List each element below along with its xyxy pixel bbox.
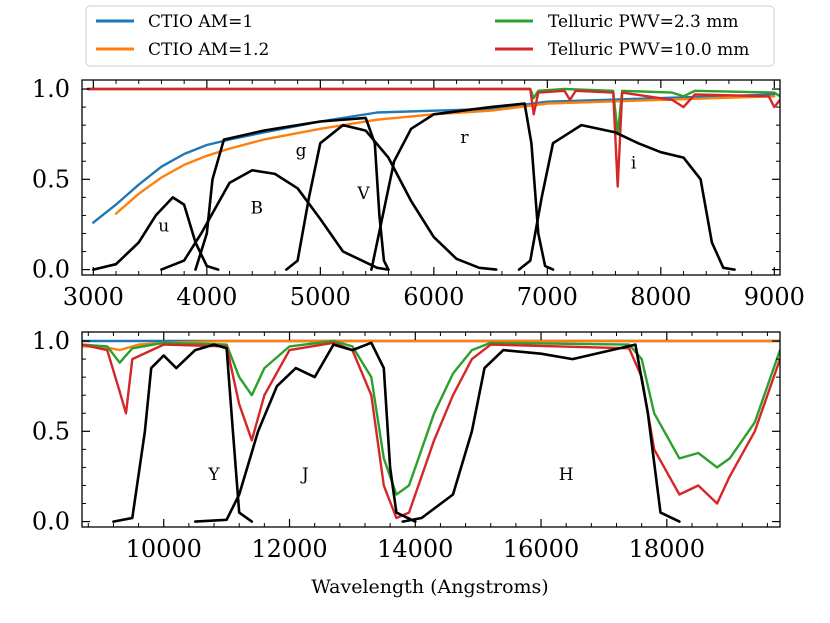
axes-frame xyxy=(81,331,781,528)
series-group xyxy=(86,87,780,271)
series-line-j xyxy=(193,341,417,523)
x-tick-label: 6000 xyxy=(403,283,464,311)
band-label-i: i xyxy=(631,153,637,173)
x-tick-label: 18000 xyxy=(629,535,705,563)
band-label-y: Y xyxy=(207,465,220,485)
series-line-telluric-pwv-10-0-mm xyxy=(86,87,780,188)
legend-entry: CTIO AM=1 xyxy=(148,12,253,32)
band-label-j: J xyxy=(300,465,309,485)
band-label-g: g xyxy=(296,141,307,161)
x-tick-label: 16000 xyxy=(503,535,579,563)
series-line-i xyxy=(517,123,736,271)
legend: CTIO AM=1 CTIO AM=1.2 Telluric PWV=2.3 m… xyxy=(85,5,775,67)
y-tick-label: 0.0 xyxy=(32,508,70,536)
series-group xyxy=(82,339,780,523)
band-label-u: u xyxy=(158,217,169,237)
y-tick-label: 0.5 xyxy=(32,417,70,445)
y-tick-label: 0.5 xyxy=(32,165,70,193)
legend-entry: Telluric PWV=10.0 mm xyxy=(548,40,749,60)
x-tick-label: 14000 xyxy=(377,535,453,563)
y-tick-label: 1.0 xyxy=(32,75,70,103)
series-line-telluric-pwv-10-0-mm xyxy=(82,341,780,520)
band-label-b: B xyxy=(251,199,264,219)
x-tick-label: 9000 xyxy=(744,283,805,311)
series-line-r xyxy=(370,102,555,271)
series-line-v xyxy=(285,123,498,271)
x-axis-label: Wavelength (Angstroms) xyxy=(311,576,548,598)
x-tick-label: 3000 xyxy=(63,283,124,311)
legend-entry: Telluric PWV=2.3 mm xyxy=(548,12,739,32)
x-tick-label: 10000 xyxy=(126,535,202,563)
series-line-y xyxy=(112,343,254,523)
x-tick-label: 12000 xyxy=(251,535,327,563)
band-label-r: r xyxy=(460,128,469,148)
legend-frame xyxy=(85,5,775,67)
series-line-ctio-am-1-2 xyxy=(114,95,776,215)
series-line-u xyxy=(92,196,220,271)
near-infrared-panel: Y J H 10000 12000 14000 16000 18000 0.0 0.5 1.0 xyxy=(32,327,781,563)
series-line-h xyxy=(401,343,681,523)
x-tick-label: 4000 xyxy=(176,283,237,311)
legend-entry: CTIO AM=1.2 xyxy=(148,40,269,60)
band-label-h: H xyxy=(559,465,574,485)
band-label-v: V xyxy=(356,184,370,204)
series-line-b xyxy=(160,169,390,271)
optical-panel: u Bg Vr i 3000 4000 5000 6000 7000 8000 9000 0.0 0.5… xyxy=(32,75,805,311)
x-tick-label: 7000 xyxy=(517,283,578,311)
x-tick-label: 5000 xyxy=(290,283,351,311)
y-tick-label: 1.0 xyxy=(32,327,70,355)
y-tick-label: 0.0 xyxy=(32,256,70,284)
series-line-telluric-pwv-2-3-mm xyxy=(82,339,780,496)
axes-frame xyxy=(81,79,781,276)
x-tick-label: 8000 xyxy=(630,283,691,311)
